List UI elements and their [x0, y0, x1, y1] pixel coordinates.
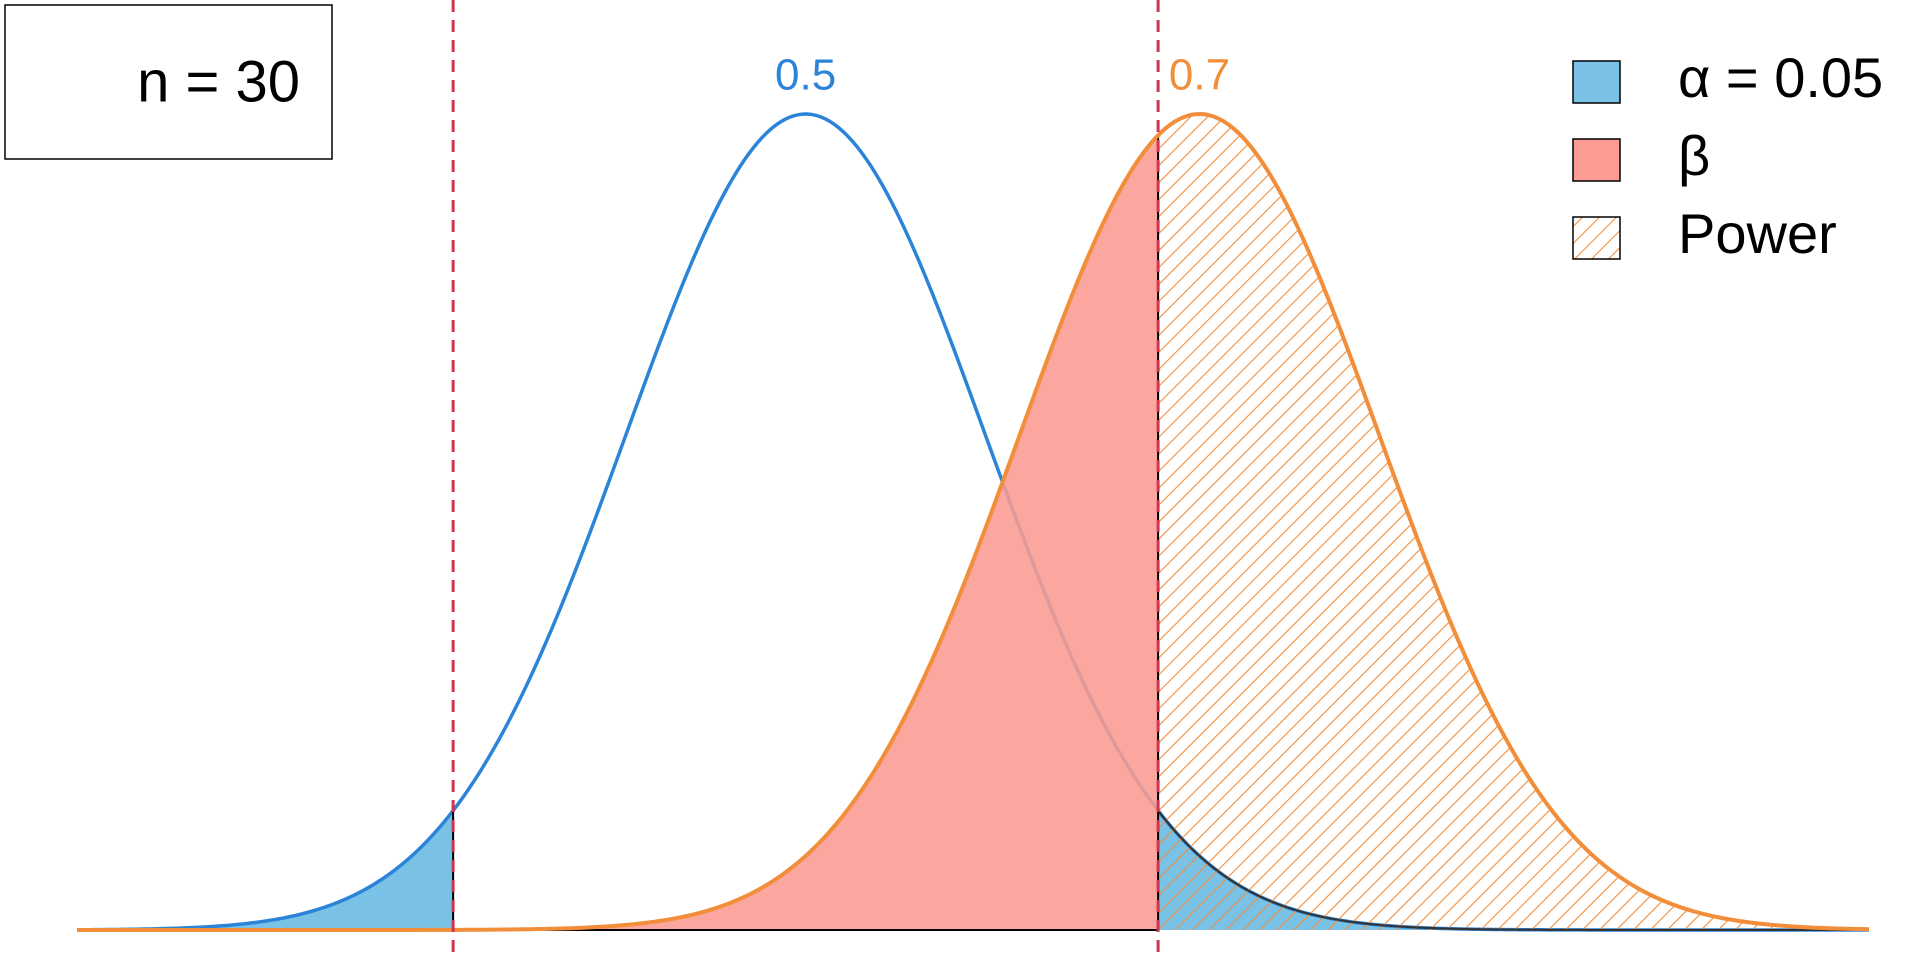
legend-swatch	[1572, 216, 1621, 260]
alt-curve	[77, 112, 1870, 932]
legend-label: β	[1678, 124, 1710, 187]
beta-region	[77, 135, 1159, 931]
annotation-box	[4, 4, 333, 160]
mean-label: 0.5	[775, 51, 836, 100]
legend-swatch	[1572, 138, 1621, 182]
annotation: n = 30	[137, 49, 300, 114]
alpha-outline	[1157, 809, 1869, 931]
alpha-region	[77, 810, 454, 930]
legend-label: α = 0.05	[1678, 46, 1883, 109]
legend-swatch	[1572, 60, 1621, 104]
legend-label: Power	[1678, 202, 1837, 265]
mean-label: 0.7	[1169, 51, 1230, 100]
